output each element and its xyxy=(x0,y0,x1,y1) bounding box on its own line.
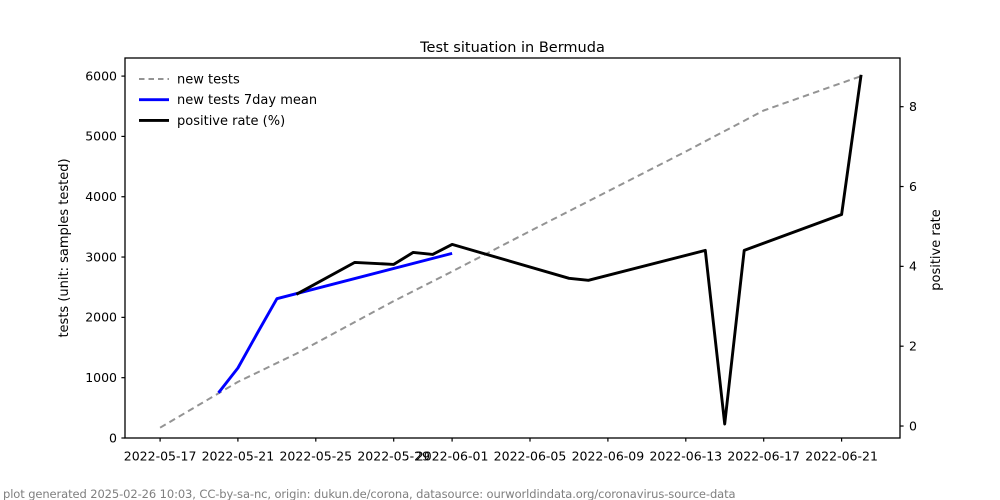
x-tick-label: 2022-05-21 xyxy=(202,449,275,464)
y-tick-label-right: 2 xyxy=(909,339,917,354)
legend: new tests new tests 7day mean positive rat… xyxy=(139,73,317,129)
y-tick-label-left: 0 xyxy=(109,430,117,445)
y-tick-label-left: 2000 xyxy=(85,310,117,325)
x-tick-label: 2022-05-17 xyxy=(124,449,197,464)
series-line-new-tests-7day-mean xyxy=(217,251,453,394)
legend-item: positive rate (%) xyxy=(139,114,285,129)
chart-title: Test situation in Bermuda xyxy=(419,40,605,56)
legend-item-label: new tests 7day mean xyxy=(177,93,317,108)
y-tick-label-right: 8 xyxy=(909,99,917,114)
y-tick-label-right: 0 xyxy=(909,418,917,433)
legend-item: new tests xyxy=(139,73,240,88)
footer-note: plot generated 2025-02-26 10:03, CC-by-s… xyxy=(3,487,736,500)
series-line-new-tests xyxy=(159,75,862,429)
y-tick-label-left: 6000 xyxy=(85,68,117,83)
x-tick-label: 2022-06-17 xyxy=(727,449,800,464)
y-tick-label-left: 4000 xyxy=(85,189,117,204)
legend-item-label: positive rate (%) xyxy=(177,114,285,129)
series-line-positive-rate xyxy=(295,74,863,426)
y-tick-label-right: 6 xyxy=(909,179,917,194)
y-axis-label-right: positive rate xyxy=(929,209,944,291)
axes-group: 2022-05-17 2022-05-21 2022-05-25 2022-05-29… xyxy=(85,57,917,464)
x-tick-label: 2022-05-25 xyxy=(279,449,352,464)
x-tick-label: 2022-05-29 xyxy=(357,449,430,464)
x-tick-label: 2022-06-13 xyxy=(649,449,722,464)
legend-item: new tests 7day mean xyxy=(139,93,317,108)
series-group xyxy=(159,74,863,429)
y-tick-label-left: 5000 xyxy=(85,129,117,144)
legend-item-label: new tests xyxy=(177,73,240,88)
x-tick-label: 2022-06-05 xyxy=(494,449,567,464)
y-tick-label-left: 1000 xyxy=(85,370,117,385)
y-axis-label-left: tests (unit: samples tested) xyxy=(57,158,72,337)
x-tick-label: 2022-06-09 xyxy=(572,449,645,464)
plot-border xyxy=(124,57,901,439)
y-tick-label-left: 3000 xyxy=(85,249,117,264)
x-tick-label: 2022-06-21 xyxy=(805,449,878,464)
x-tick-label: 2022-06-01 xyxy=(416,449,489,464)
y-tick-label-right: 4 xyxy=(909,259,917,274)
